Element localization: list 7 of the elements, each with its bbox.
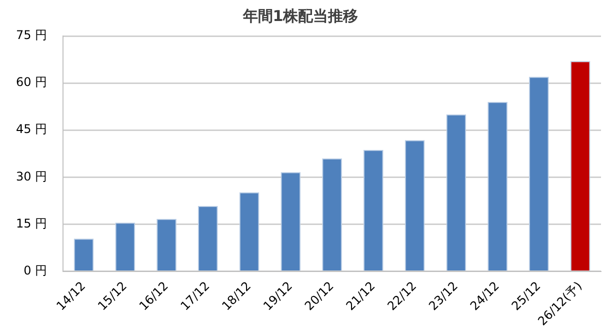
y-tick-label: 45 円: [16, 122, 48, 136]
y-tick-label: 75 円: [16, 28, 48, 42]
y-tick-label: 0 円: [24, 263, 48, 278]
y-tick-label: 60 円: [16, 75, 48, 90]
y-tick-label: 15 円: [16, 216, 48, 230]
y-tick-label: 30 円: [16, 169, 48, 184]
chart-title: 年間1株配当推移: [242, 6, 358, 25]
